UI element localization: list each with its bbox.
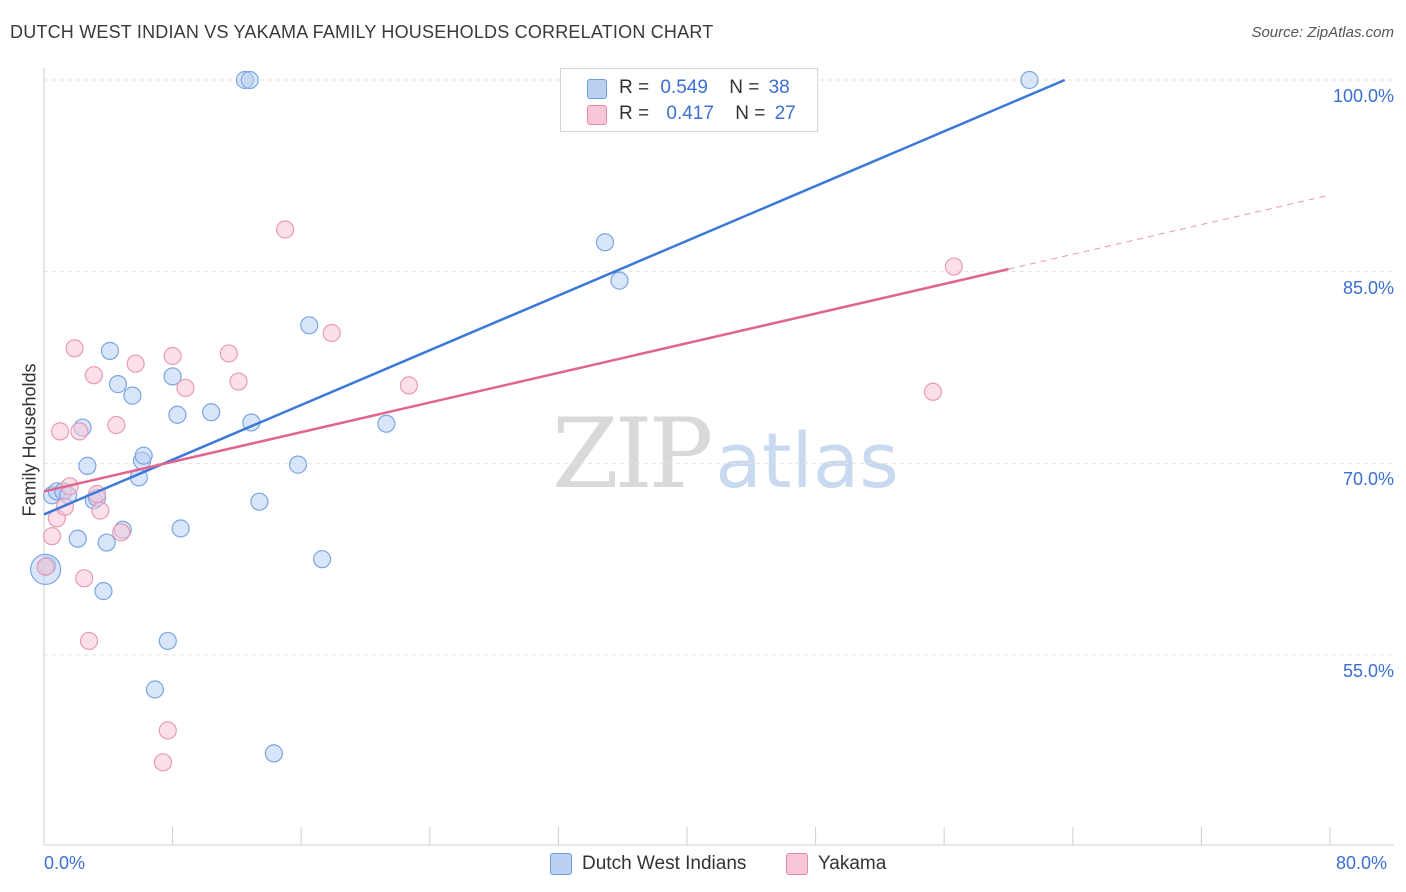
legend-r-value: 0.417	[666, 103, 714, 124]
point-dutch-west-indians-20	[158, 631, 177, 651]
x-tick-label-min: 0.0%	[44, 853, 86, 873]
point-yakama-23	[322, 323, 341, 343]
legend-n-label: N =	[729, 77, 760, 98]
point-yakama-17	[158, 721, 177, 740]
point-yakama-8	[75, 569, 94, 588]
point-yakama-14	[112, 523, 131, 542]
point-dutch-west-indians-13	[108, 375, 128, 394]
point-dutch-west-indians-33	[377, 414, 396, 433]
point-yakama-3	[50, 422, 70, 441]
point-dutch-west-indians-31	[300, 316, 319, 335]
point-yakama-0	[36, 557, 55, 576]
watermark-atlas: atlas	[715, 416, 899, 505]
x-tick-label-max: 80.0%	[1336, 853, 1388, 873]
point-yakama-7	[70, 422, 89, 441]
trendline-yakama	[43, 267, 1009, 493]
point-dutch-west-indians-23	[171, 519, 190, 538]
point-yakama-19	[176, 378, 195, 398]
point-yakama-12	[91, 501, 110, 520]
point-yakama-15	[126, 354, 145, 373]
legend-swatch-blue	[587, 79, 607, 99]
legend-r-value: 0.549	[660, 77, 708, 98]
point-dutch-west-indians-30	[288, 455, 308, 474]
point-dutch-west-indians-32	[312, 550, 332, 569]
y-axis-title: Family Households	[19, 363, 40, 517]
y-tick-label: 70.0%	[1342, 469, 1394, 490]
point-dutch-west-indians-29	[264, 744, 283, 763]
point-dutch-west-indians-15	[123, 386, 142, 405]
point-dutch-west-indians-18	[134, 446, 153, 465]
legend-r-label: R =	[619, 103, 650, 124]
point-dutch-west-indians-21	[163, 367, 182, 386]
point-yakama-25	[923, 382, 943, 401]
point-dutch-west-indians-34	[595, 233, 615, 252]
bottom-legend-swatch-pink	[786, 853, 808, 875]
point-dutch-west-indians-26	[240, 70, 259, 90]
point-yakama-20	[219, 344, 238, 363]
point-yakama-9	[79, 631, 99, 651]
point-yakama-26	[944, 257, 963, 276]
point-yakama-13	[107, 415, 126, 435]
legend-r-label: R =	[619, 77, 650, 98]
stats-legend: R = 0.549 N = 38 R = 0.417 N = 27	[560, 68, 818, 132]
point-dutch-west-indians-36	[1020, 70, 1039, 90]
point-yakama-1	[42, 527, 62, 546]
point-yakama-21	[229, 372, 248, 391]
point-dutch-west-indians-12	[100, 341, 120, 360]
trendline-dutch-west-indians	[43, 78, 1066, 516]
point-yakama-18	[163, 346, 182, 366]
legend-n-label: N =	[735, 103, 766, 124]
chart-title: DUTCH WEST INDIAN VS YAKAMA FAMILY HOUSE…	[10, 22, 714, 42]
point-yakama-22	[276, 220, 295, 239]
source-label: Source: ZipAtlas.com	[1251, 24, 1394, 41]
watermark-zip: ZIP	[552, 398, 713, 510]
y-tick-label: 85.0%	[1342, 277, 1394, 298]
point-dutch-west-indians-28	[250, 492, 269, 511]
point-dutch-west-indians-35	[610, 271, 629, 290]
point-dutch-west-indians-7	[78, 456, 97, 475]
point-yakama-24	[399, 376, 419, 395]
legend-n-value: 27	[774, 103, 796, 124]
bottom-legend-label: Dutch West Indians	[582, 853, 747, 874]
watermark: ZIPatlas	[552, 398, 899, 510]
y-tick-label: 100.0%	[1332, 86, 1394, 106]
point-dutch-west-indians-24	[202, 403, 221, 422]
point-dutch-west-indians-5	[68, 529, 87, 548]
legend-swatch-pink	[587, 105, 607, 125]
point-dutch-west-indians-10	[94, 582, 113, 601]
y-tick-label: 55.0%	[1342, 661, 1394, 681]
point-yakama-10	[84, 366, 103, 385]
point-dutch-west-indians-11	[97, 533, 116, 552]
bottom-legend-label: Yakama	[818, 853, 887, 874]
point-yakama-16	[153, 753, 173, 772]
legend-n-value: 38	[768, 77, 790, 98]
point-dutch-west-indians-19	[145, 680, 165, 699]
trendline-yakama-extension	[1008, 194, 1331, 270]
point-dutch-west-indians-22	[168, 405, 187, 424]
bottom-legend-swatch-blue	[550, 853, 572, 875]
point-yakama-6	[65, 339, 84, 358]
